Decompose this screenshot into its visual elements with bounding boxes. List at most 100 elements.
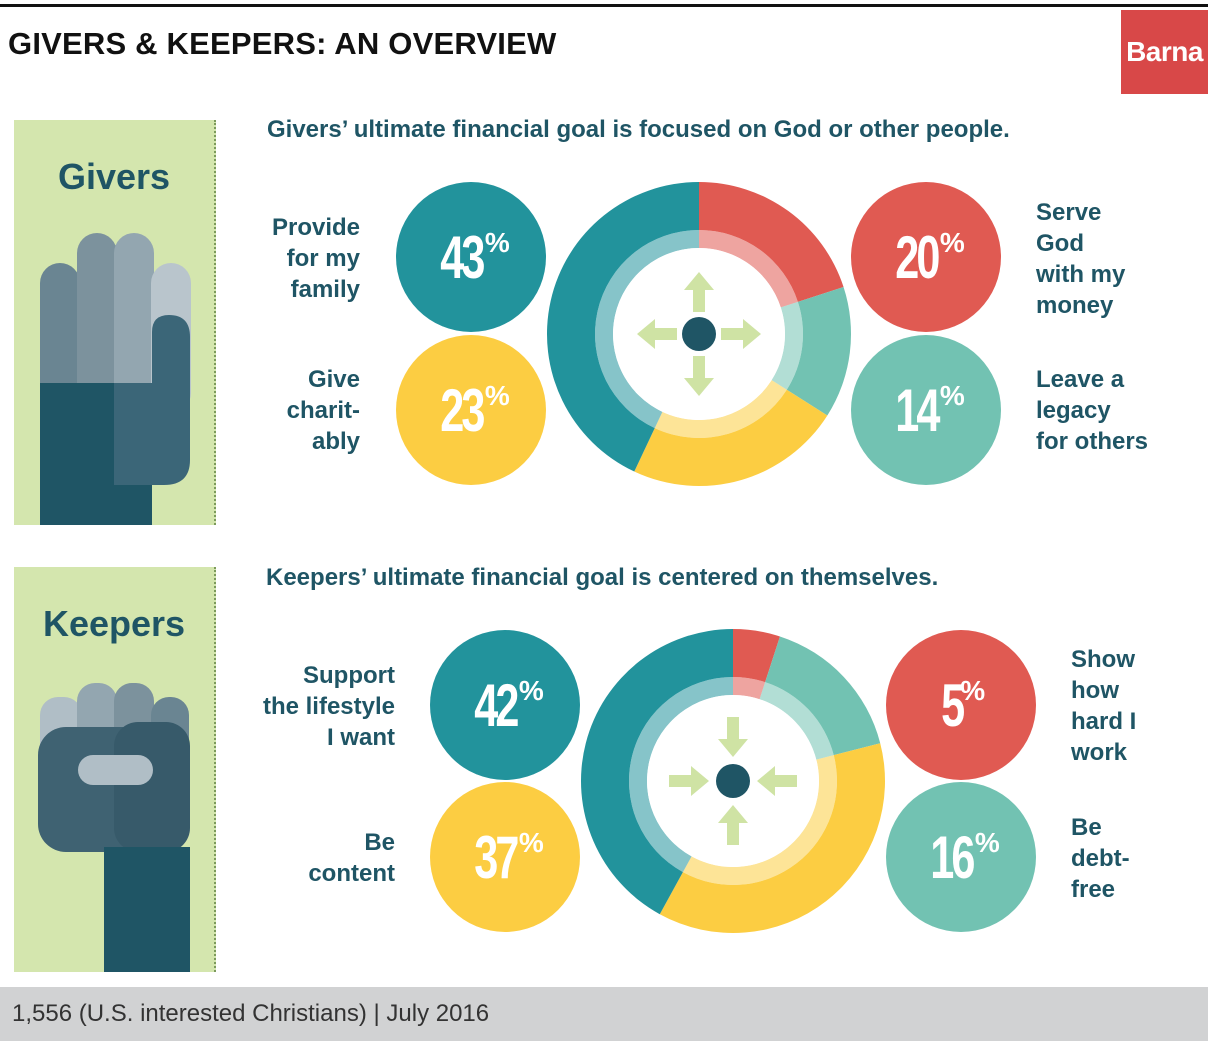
label-line: ably xyxy=(311,428,360,455)
keepers-label-hard-work: Show how hard I work xyxy=(1071,644,1136,768)
label-line: for my xyxy=(286,245,360,272)
keepers-label-debt-free: Be debt-free xyxy=(1071,812,1130,905)
keepers-donut-center-dot xyxy=(716,764,750,798)
label-line: debt- xyxy=(1071,845,1130,872)
givers-donut-inner-ring-3 xyxy=(595,230,699,429)
percent-sign: % xyxy=(518,827,544,858)
percent-sign: % xyxy=(484,380,510,411)
percent-sign: % xyxy=(939,227,965,258)
arrow-shape xyxy=(684,272,714,312)
arrow-shape xyxy=(684,356,714,396)
label-line: Give xyxy=(307,366,360,393)
givers-bubble-give-charitably: 23% xyxy=(396,335,546,485)
keepers-headline: Keepers’ ultimate financial goal is cent… xyxy=(266,564,939,591)
arrow-shape xyxy=(669,766,709,796)
keepers-donut-inner-ring-3 xyxy=(629,677,733,873)
givers-bubble-serve-god: 20% xyxy=(851,182,1001,332)
keepers-panel: Keepers xyxy=(14,567,216,972)
page-title: GIVERS & KEEPERS: AN OVERVIEW xyxy=(8,26,557,61)
keepers-donut-slice-1 xyxy=(765,636,881,756)
open-hand-icon xyxy=(40,233,191,525)
givers-label-legacy: Leave a legacy for others xyxy=(1036,364,1148,457)
givers-value-give-charitably: 23 xyxy=(440,376,485,444)
barna-logo: Barna xyxy=(1121,10,1208,94)
label-line: legacy xyxy=(1036,397,1111,424)
keepers-donut-chart xyxy=(581,629,885,933)
givers-donut-slice-2 xyxy=(634,389,828,486)
percent-sign: % xyxy=(974,827,1000,858)
givers-donut-center-dot xyxy=(682,317,716,351)
keepers-label-content: Be content xyxy=(308,827,395,889)
givers-label-serve-god: Serve God with my money xyxy=(1036,197,1125,321)
keepers-donut-slice-3 xyxy=(581,629,733,915)
outward-arrows-icon xyxy=(637,272,761,396)
arrow-shape xyxy=(718,805,748,845)
percent-sign: % xyxy=(960,675,986,706)
keepers-label-lifestyle: Support the lifestyle I want xyxy=(263,660,395,753)
keepers-value-lifestyle: 42 xyxy=(474,671,519,739)
givers-label-give-charitably: Give charit-ably xyxy=(287,364,360,457)
keepers-bubble-content: 37% xyxy=(430,782,580,932)
arrow-shape xyxy=(637,319,677,349)
label-line: free xyxy=(1071,876,1116,903)
label-line: Leave a xyxy=(1036,366,1125,393)
givers-bubble-provide-family: 43% xyxy=(396,182,546,332)
label-line: work xyxy=(1071,739,1128,766)
givers-panel: Givers xyxy=(14,120,216,525)
percent-sign: % xyxy=(939,380,965,411)
keepers-donut-inner-ring-1 xyxy=(759,682,834,760)
fist-icon xyxy=(38,683,190,972)
label-line: Serve xyxy=(1036,199,1102,226)
givers-donut-inner-ring-2 xyxy=(654,380,787,438)
givers-value-legacy: 14 xyxy=(895,376,940,444)
keepers-donut-inner-ring-2 xyxy=(682,755,837,885)
keepers-value-debt-free: 16 xyxy=(930,823,975,891)
givers-donut-inner-ring-0 xyxy=(699,230,798,308)
footer-source: 1,556 (U.S. interested Christians) | Jul… xyxy=(12,1000,490,1027)
label-line: Be xyxy=(364,829,395,856)
arrow-shape xyxy=(718,717,748,757)
label-line: how xyxy=(1071,677,1119,704)
keepers-bubble-debt-free: 16% xyxy=(886,782,1036,932)
percent-sign: % xyxy=(484,227,510,258)
label-line: charit- xyxy=(286,397,360,424)
label-line: Support xyxy=(303,662,395,689)
label-line: Be xyxy=(1071,814,1102,841)
inward-arrows-icon xyxy=(669,717,797,845)
top-rule xyxy=(0,4,1208,7)
givers-donut-slice-3 xyxy=(547,182,699,472)
givers-donut-inner-ring-1 xyxy=(771,301,803,390)
label-line: money xyxy=(1036,292,1114,319)
label-line: Show xyxy=(1071,646,1135,673)
keepers-value-content: 37 xyxy=(474,823,519,891)
label-line: hard I xyxy=(1071,708,1137,735)
givers-headline: Givers’ ultimate financial goal is focus… xyxy=(267,116,1010,143)
givers-bubble-legacy: 14% xyxy=(851,335,1001,485)
givers-donut-slice-0 xyxy=(699,182,844,302)
percent-sign: % xyxy=(518,675,544,706)
givers-value-serve-god: 20 xyxy=(895,223,940,291)
keepers-bubble-lifestyle: 42% xyxy=(430,630,580,780)
footer-bar: 1,556 (U.S. interested Christians) | Jul… xyxy=(0,987,1208,1041)
givers-donut-chart xyxy=(547,182,851,486)
label-line: Provide xyxy=(271,214,360,241)
label-line: the lifestyle xyxy=(262,693,395,720)
label-line: with my xyxy=(1036,261,1126,288)
label-line: for others xyxy=(1036,428,1149,455)
keepers-value-hard-work: 5 xyxy=(940,671,965,739)
givers-panel-label: Givers xyxy=(57,156,171,197)
label-line: family xyxy=(290,276,360,303)
keepers-donut-slice-0 xyxy=(733,629,780,683)
keepers-panel-label: Keepers xyxy=(42,603,186,644)
arrow-shape xyxy=(721,319,761,349)
label-line: content xyxy=(308,860,395,887)
keepers-bubble-hard-work: 5% xyxy=(886,630,1036,780)
label-line: I want xyxy=(326,724,395,751)
arrow-shape xyxy=(757,766,797,796)
givers-donut-slice-1 xyxy=(786,287,851,416)
givers-value-provide-family: 43 xyxy=(440,223,485,291)
keepers-donut-slice-2 xyxy=(659,743,885,933)
keepers-donut-inner-ring-0 xyxy=(733,677,766,700)
givers-label-provide-family: Provide for my family xyxy=(272,212,360,305)
label-line: God xyxy=(1036,230,1084,257)
